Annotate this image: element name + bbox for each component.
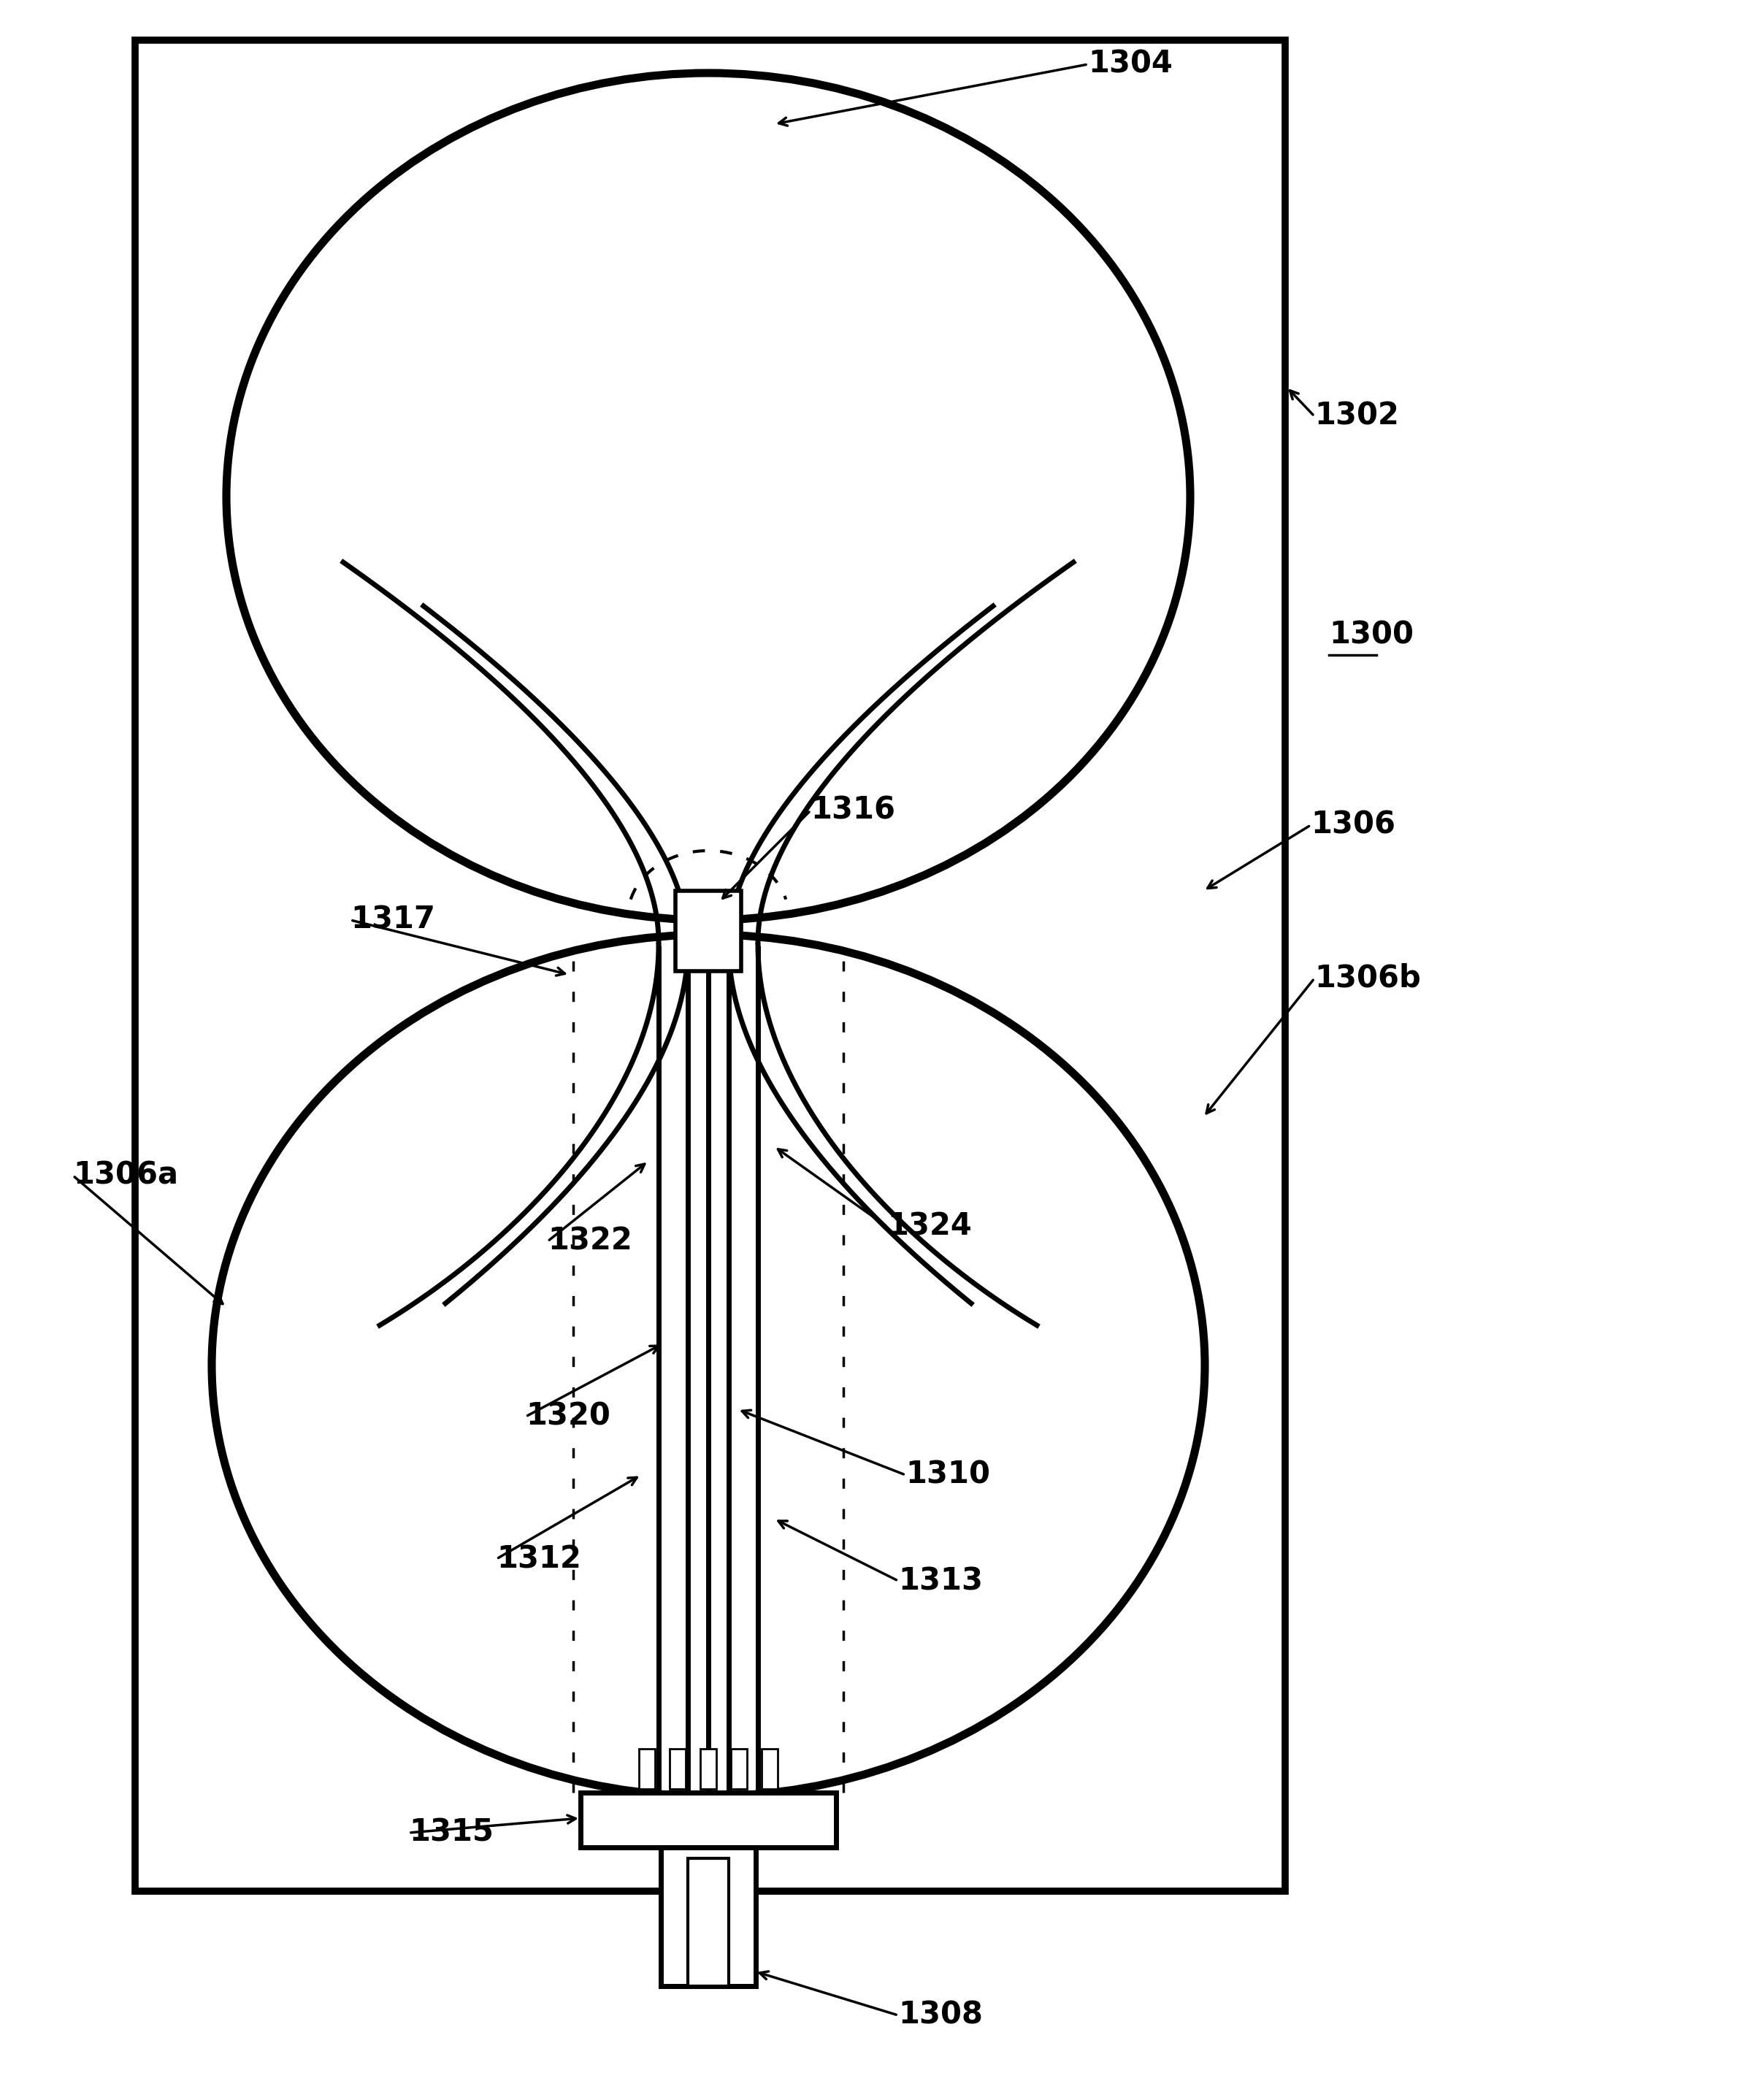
Text: 1313: 1313 [898, 1564, 982, 1596]
Text: 1320: 1320 [525, 1401, 611, 1432]
Ellipse shape [212, 934, 1205, 1795]
Bar [639, 1749, 655, 1789]
Text: 1304: 1304 [1087, 48, 1173, 80]
Bar [660, 1848, 756, 1987]
Bar [676, 890, 741, 970]
Text: 1300: 1300 [1329, 619, 1413, 651]
Ellipse shape [226, 74, 1191, 920]
Text: 1306: 1306 [1311, 811, 1396, 840]
Bar [688, 1858, 728, 1987]
Text: 1317: 1317 [350, 905, 436, 935]
Bar [730, 1749, 748, 1789]
Bar [700, 1749, 716, 1789]
Text: 1324: 1324 [888, 1212, 972, 1241]
Bar [581, 1793, 835, 1848]
Text: 1322: 1322 [548, 1226, 632, 1256]
Text: 1316: 1316 [811, 796, 895, 825]
Bar [669, 1749, 686, 1789]
Text: 1312: 1312 [497, 1544, 581, 1575]
Text: 1315: 1315 [410, 1816, 494, 1848]
Text: 1310: 1310 [905, 1459, 989, 1491]
Text: 1308: 1308 [898, 1999, 982, 2031]
Bar [762, 1749, 777, 1789]
Text: 1302: 1302 [1315, 401, 1399, 430]
Text: 1306b: 1306b [1315, 964, 1420, 993]
Text: 1306a: 1306a [74, 1161, 179, 1191]
Bar [135, 40, 1285, 1892]
